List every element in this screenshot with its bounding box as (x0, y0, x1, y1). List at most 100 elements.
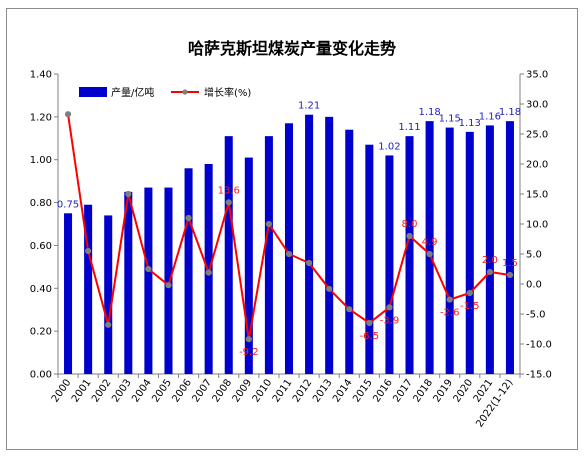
growth-point-2002 (105, 321, 112, 328)
right-tick-label: -5.0 (526, 310, 546, 321)
growth-point-2017 (406, 232, 413, 240)
growth-data-label: 4.9 (422, 237, 438, 248)
bar-data-label: 1.02 (378, 141, 400, 152)
left-tick-label: 1.20 (30, 112, 52, 123)
bar-2013 (325, 116, 334, 374)
bar-data-label: 1.21 (298, 101, 320, 112)
x-tick-label: 2010 (251, 377, 275, 404)
bar-data-label: 1.18 (499, 107, 521, 118)
growth-point-2018 (426, 250, 433, 258)
x-tick-label: 2014 (331, 377, 355, 404)
growth-point-2022(1-12) (506, 271, 514, 279)
growth-point-2000 (64, 111, 72, 118)
x-tick-label: 2016 (371, 377, 395, 404)
right-tick-label: 20.0 (526, 160, 548, 171)
left-tick-label: 0.80 (30, 198, 52, 209)
growth-point-2003 (125, 190, 132, 198)
x-tick-label: 2020 (452, 377, 476, 404)
left-tick-label: 0.00 (30, 370, 52, 381)
growth-point-2014 (346, 306, 353, 313)
x-tick-label: 2007 (190, 377, 214, 404)
bar-2000 (64, 213, 73, 374)
bar-2010 (264, 136, 273, 374)
growth-data-label: 13.6 (218, 185, 240, 196)
right-tick-label: 5.0 (526, 250, 542, 261)
growth-data-label: -9.2 (239, 347, 259, 358)
growth-data-label: 2.0 (482, 255, 498, 266)
x-tick-label: 2008 (211, 377, 235, 404)
x-tick-label: 2002 (90, 377, 114, 404)
growth-data-label: -1.5 (460, 301, 480, 312)
bar-2019 (445, 127, 454, 374)
growth-data-label: 8.0 (402, 219, 418, 230)
bar-2016 (385, 155, 394, 374)
x-tick-label: 2011 (271, 377, 295, 404)
right-tick-label: 10.0 (526, 220, 548, 231)
bar-data-label: 1.16 (479, 111, 501, 122)
growth-point-2007 (205, 269, 212, 276)
bar-data-label: 1.15 (439, 114, 461, 125)
growth-point-2001 (85, 247, 92, 255)
x-tick-label: 2004 (130, 377, 154, 404)
growth-point-2011 (285, 250, 293, 258)
bar-2004 (144, 187, 153, 374)
x-tick-label: 2013 (311, 377, 335, 404)
bar-2003 (124, 191, 133, 374)
bar-2011 (284, 123, 294, 375)
bar-2005 (164, 187, 173, 374)
growth-point-2019 (446, 296, 453, 303)
left-tick-label: 0.40 (30, 284, 52, 295)
bar-data-label: 1.13 (459, 118, 481, 129)
x-tick-label: 2005 (150, 377, 174, 404)
right-tick-label: 25.0 (526, 130, 548, 141)
legend-line-marker (182, 89, 188, 95)
right-tick-label: -10.0 (526, 340, 552, 351)
bar-2001 (84, 204, 93, 374)
growth-point-2021 (486, 268, 493, 276)
legend-bar-swatch (79, 87, 107, 97)
bar-2015 (365, 144, 374, 374)
bar-2017 (405, 136, 414, 374)
growth-point-2015 (366, 319, 373, 327)
x-tick-label: 2015 (351, 377, 375, 404)
growth-point-2006 (185, 214, 192, 222)
bar-2002 (104, 215, 113, 374)
x-tick-label: 2019 (432, 377, 456, 404)
left-tick-label: 0.60 (30, 241, 52, 252)
right-tick-label: 30.0 (526, 100, 548, 111)
bar-2009 (244, 157, 253, 374)
right-tick-label: -15.0 (526, 370, 552, 381)
growth-point-2005 (165, 282, 172, 289)
growth-data-label: -6.5 (360, 331, 380, 342)
growth-point-2020 (466, 289, 473, 297)
growth-point-2012 (305, 259, 313, 267)
x-tick-label: 2018 (411, 377, 435, 404)
x-tick-label: 2001 (70, 377, 94, 404)
bar-2020 (465, 131, 474, 374)
growth-point-2009 (245, 336, 252, 343)
x-tick-label: 2012 (291, 377, 315, 404)
left-tick-label: 0.20 (30, 327, 52, 338)
x-tick-label: 2000 (50, 377, 74, 404)
bar-2018 (425, 121, 434, 375)
growth-point-2016 (386, 304, 393, 311)
bar-2014 (345, 129, 354, 374)
bar-2008 (224, 136, 233, 374)
growth-data-label: 1.5 (502, 258, 518, 269)
x-tick-label: 2006 (170, 377, 194, 404)
left-tick-label: 1.00 (30, 155, 52, 166)
x-tick-label: 2009 (231, 377, 255, 404)
bar-data-label: 0.75 (57, 199, 79, 210)
x-tick-label: 2003 (110, 377, 134, 404)
growth-point-2013 (326, 285, 333, 292)
bar-2006 (184, 168, 193, 374)
bar-2021 (485, 125, 494, 374)
bar-2022(1-12) (505, 121, 514, 375)
right-tick-label: 35.0 (526, 70, 548, 81)
growth-data-label: -3.9 (380, 315, 400, 326)
right-tick-label: 0.0 (526, 280, 542, 291)
legend-bar-label: 产量/亿吨 (111, 86, 154, 99)
legend-line-label: 增长率(%) (204, 86, 251, 99)
bar-data-label: 1.18 (418, 107, 440, 118)
